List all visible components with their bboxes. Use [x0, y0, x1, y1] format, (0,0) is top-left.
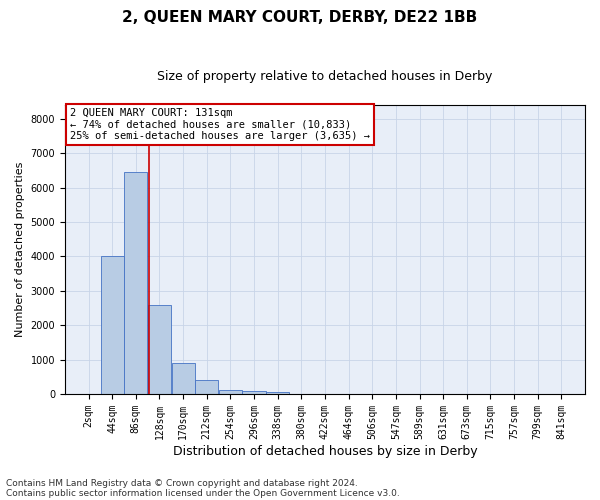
Y-axis label: Number of detached properties: Number of detached properties [15, 162, 25, 337]
Bar [219, 390, 242, 394]
Bar [242, 390, 266, 394]
Title: Size of property relative to detached houses in Derby: Size of property relative to detached ho… [157, 70, 493, 83]
Bar [148, 304, 171, 394]
Bar [266, 392, 289, 394]
Bar [172, 363, 194, 394]
Bar [101, 256, 124, 394]
Text: Contains public sector information licensed under the Open Government Licence v3: Contains public sector information licen… [6, 488, 400, 498]
Bar [195, 380, 218, 394]
X-axis label: Distribution of detached houses by size in Derby: Distribution of detached houses by size … [173, 444, 477, 458]
Bar [124, 172, 148, 394]
Text: Contains HM Land Registry data © Crown copyright and database right 2024.: Contains HM Land Registry data © Crown c… [6, 478, 358, 488]
Text: 2 QUEEN MARY COURT: 131sqm
← 74% of detached houses are smaller (10,833)
25% of : 2 QUEEN MARY COURT: 131sqm ← 74% of deta… [70, 108, 370, 141]
Text: 2, QUEEN MARY COURT, DERBY, DE22 1BB: 2, QUEEN MARY COURT, DERBY, DE22 1BB [122, 10, 478, 25]
